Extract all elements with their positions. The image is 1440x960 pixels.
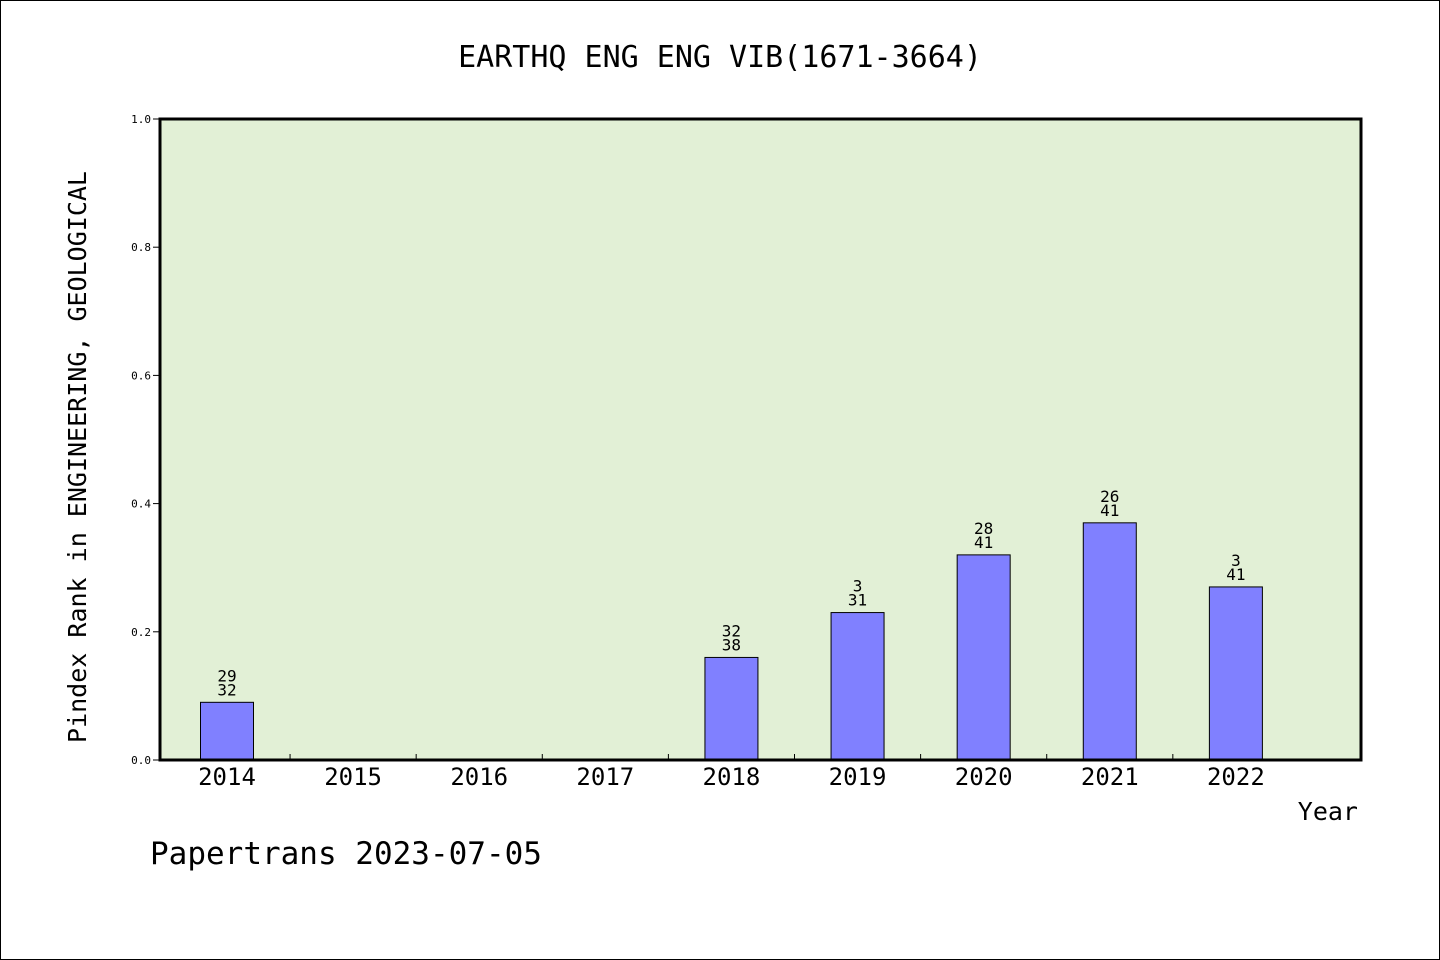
y-tick-label-0.2: 0.2 (131, 626, 151, 639)
bar-label-bottom-2022: 41 (1226, 565, 1245, 584)
bar-label-top-2020: 28 (974, 519, 993, 538)
x-tick-label-2021: 2021 (1081, 763, 1139, 791)
chart-title: EARTHQ ENG ENG VIB(1671-3664) (458, 40, 982, 75)
bar-2018 (704, 656, 759, 761)
bar-label-bottom-2019: 31 (848, 591, 867, 610)
x-tick-label-2019: 2019 (829, 763, 887, 791)
x-tick-label-2015: 2015 (324, 763, 382, 791)
y-axis: 0.0 0.2 0.4 0.6 0.8 1.0 (131, 113, 160, 767)
x-axis: 2014 2015 2016 2017 2018 2019 2020 2021 2022 (198, 754, 1265, 791)
y-axis-label: Pindex Rank in ENGINEERING, GEOLOGICAL (63, 171, 92, 743)
bar-label-top-2019: 3 (853, 577, 863, 596)
y-tick-label-0.8: 0.8 (131, 241, 151, 254)
x-tick-label-2016: 2016 (450, 763, 508, 791)
bar-label-bottom-2020: 41 (974, 533, 993, 552)
plot-area (160, 119, 1361, 760)
plot-border (158, 117, 1363, 762)
bar-2022 (1208, 586, 1263, 761)
x-tick-label-2020: 2020 (955, 763, 1013, 791)
bar-label-top-2022: 3 (1231, 551, 1241, 570)
x-tick-label-2014: 2014 (198, 763, 256, 791)
bar-label-top-2018: 32 (722, 621, 741, 640)
bar-label-top-2021: 26 (1100, 487, 1119, 506)
bar-label-bottom-2018: 38 (722, 635, 741, 654)
x-axis-label: Year (1298, 797, 1358, 826)
x-tick-label-2018: 2018 (703, 763, 761, 791)
x-tick-label-2017: 2017 (576, 763, 634, 791)
bar-2019 (830, 612, 885, 761)
y-tick-label-1.0: 1.0 (131, 113, 151, 126)
bar-label-top-2014: 29 (217, 666, 236, 685)
bar-label-bottom-2014: 32 (217, 680, 236, 699)
bar-2014 (200, 701, 254, 761)
footer-credit: Papertrans 2023-07-05 (150, 836, 542, 872)
bar-2020 (956, 554, 1011, 761)
x-tick-label-2022: 2022 (1207, 763, 1265, 791)
y-tick-label-0.0: 0.0 (131, 754, 151, 767)
y-tick-label-0.6: 0.6 (131, 369, 151, 382)
y-tick-label-0.4: 0.4 (131, 498, 151, 511)
bars-group (200, 522, 1263, 761)
bar-label-bottom-2021: 41 (1100, 501, 1119, 520)
bar-2021 (1082, 522, 1137, 761)
